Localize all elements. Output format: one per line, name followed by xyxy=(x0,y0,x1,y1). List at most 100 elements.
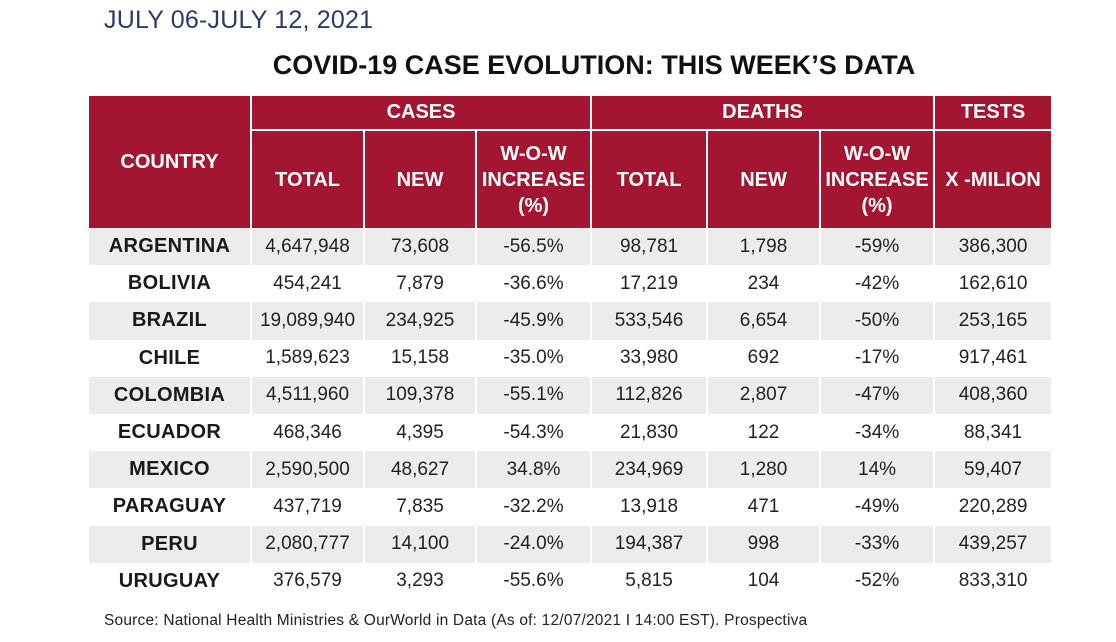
deaths-total: 5,815 xyxy=(591,562,709,600)
header-group-deaths: DEATHS xyxy=(591,96,936,131)
tests-xmil: 917,461 xyxy=(934,339,1052,377)
deaths-new: 998 xyxy=(707,525,822,563)
deaths-new: 6,654 xyxy=(707,302,822,340)
country-name: PARAGUAY xyxy=(89,488,252,526)
deaths-new: 104 xyxy=(707,562,822,600)
header-deaths-new: NEW xyxy=(707,130,822,228)
tests-xmil: 439,257 xyxy=(934,525,1052,563)
header-cases-wow-line2: INCREASE xyxy=(481,168,586,191)
header-deaths-wow-line2: INCREASE xyxy=(825,168,929,191)
cases-new: 15,158 xyxy=(364,339,477,377)
deaths-new: 1,798 xyxy=(707,228,822,266)
deaths-wow: -47% xyxy=(820,376,936,414)
cases-total: 437,719 xyxy=(251,488,365,526)
header-cases-wow: W-O-W INCREASE (%) xyxy=(476,130,593,228)
deaths-wow: -52% xyxy=(820,562,936,600)
cases-total: 468,346 xyxy=(251,413,365,452)
deaths-wow: -42% xyxy=(820,265,936,303)
header-deaths-wow: W-O-W INCREASE (%) xyxy=(820,130,936,228)
header-tests-xmil: X -MILION xyxy=(934,130,1052,228)
cases-total: 19,089,940 xyxy=(251,302,365,340)
country-name: BRAZIL xyxy=(89,302,252,340)
tests-xmil: 59,407 xyxy=(934,451,1052,489)
cases-wow: 34.8% xyxy=(476,451,593,489)
country-name: ECUADOR xyxy=(89,413,252,452)
table-row: URUGUAY 376,579 3,293 -55.6% 5,815 104 -… xyxy=(89,562,1052,600)
header-country: COUNTRY xyxy=(89,96,252,228)
deaths-wow: -17% xyxy=(820,339,936,377)
tests-xmil: 408,360 xyxy=(934,376,1052,414)
deaths-total: 21,830 xyxy=(591,413,709,452)
cases-wow: -55.1% xyxy=(476,376,593,414)
header-deaths-wow-line1: W-O-W xyxy=(843,142,911,165)
deaths-total: 112,826 xyxy=(591,376,709,414)
deaths-new: 1,280 xyxy=(707,451,822,489)
cases-total: 4,511,960 xyxy=(251,376,365,414)
cases-wow: -54.3% xyxy=(476,413,593,452)
covid-data-table: COUNTRY CASES DEATHS TESTS TOTAL NEW W-O… xyxy=(89,96,1052,600)
tests-xmil: 386,300 xyxy=(934,228,1052,266)
country-name: PERU xyxy=(89,525,252,563)
table-row: ECUADOR 468,346 4,395 -54.3% 21,830 122 … xyxy=(89,413,1052,452)
cases-new: 7,879 xyxy=(364,265,477,303)
cases-wow: -55.6% xyxy=(476,562,593,600)
country-name: CHILE xyxy=(89,339,252,377)
deaths-new: 2,807 xyxy=(707,376,822,414)
cases-wow: -24.0% xyxy=(476,525,593,563)
deaths-wow: -33% xyxy=(820,525,936,563)
header-cases-total: TOTAL xyxy=(251,130,365,228)
country-name: COLOMBIA xyxy=(89,376,252,414)
tests-xmil: 220,289 xyxy=(934,488,1052,526)
cases-wow: -32.2% xyxy=(476,488,593,526)
tests-xmil: 162,610 xyxy=(934,265,1052,303)
deaths-wow: -59% xyxy=(820,228,936,266)
cases-wow: -45.9% xyxy=(476,302,593,340)
header-cases-new: NEW xyxy=(364,130,477,228)
deaths-total: 194,387 xyxy=(591,525,709,563)
cases-total: 1,589,623 xyxy=(251,339,365,377)
cases-new: 109,378 xyxy=(364,376,477,414)
cases-total: 2,080,777 xyxy=(251,525,365,563)
table-row: PARAGUAY 437,719 7,835 -32.2% 13,918 471… xyxy=(89,488,1052,526)
cases-total: 454,241 xyxy=(251,265,365,303)
cases-new: 73,608 xyxy=(364,228,477,266)
deaths-new: 122 xyxy=(707,413,822,452)
cases-total: 4,647,948 xyxy=(251,228,365,266)
deaths-wow: -34% xyxy=(820,413,936,452)
country-name: BOLIVIA xyxy=(89,265,252,303)
cases-new: 4,395 xyxy=(364,413,477,452)
table-row: PERU 2,080,777 14,100 -24.0% 194,387 998… xyxy=(89,525,1052,563)
deaths-total: 33,980 xyxy=(591,339,709,377)
cases-total: 376,579 xyxy=(251,562,365,600)
cases-new: 48,627 xyxy=(364,451,477,489)
cases-total: 2,590,500 xyxy=(251,451,365,489)
cases-new: 14,100 xyxy=(364,525,477,563)
table-row: COLOMBIA 4,511,960 109,378 -55.1% 112,82… xyxy=(89,376,1052,414)
deaths-wow: -49% xyxy=(820,488,936,526)
deaths-total: 533,546 xyxy=(591,302,709,340)
deaths-total: 13,918 xyxy=(591,488,709,526)
tests-xmil: 88,341 xyxy=(934,413,1052,452)
header-cases-wow-line1: W-O-W xyxy=(500,142,567,165)
deaths-new: 234 xyxy=(707,265,822,303)
deaths-new: 471 xyxy=(707,488,822,526)
header-deaths-total: TOTAL xyxy=(591,130,709,228)
cases-wow: -56.5% xyxy=(476,228,593,266)
table-row: MEXICO 2,590,500 48,627 34.8% 234,969 1,… xyxy=(89,451,1052,489)
deaths-new: 692 xyxy=(707,339,822,377)
tests-xmil: 833,310 xyxy=(934,562,1052,600)
table-row: BRAZIL 19,089,940 234,925 -45.9% 533,546… xyxy=(89,302,1052,340)
cases-wow: -35.0% xyxy=(476,339,593,377)
source-note: Source: National Health Ministries & Our… xyxy=(104,612,808,629)
header-group-tests: TESTS xyxy=(934,96,1052,131)
deaths-total: 17,219 xyxy=(591,265,709,303)
deaths-total: 234,969 xyxy=(591,451,709,489)
country-name: MEXICO xyxy=(89,451,252,489)
deaths-total: 98,781 xyxy=(591,228,709,266)
cases-new: 7,835 xyxy=(364,488,477,526)
table-row: CHILE 1,589,623 15,158 -35.0% 33,980 692… xyxy=(89,339,1052,377)
table-row: BOLIVIA 454,241 7,879 -36.6% 17,219 234 … xyxy=(89,265,1052,303)
header-cases-wow-line3: (%) xyxy=(517,194,550,217)
cases-wow: -36.6% xyxy=(476,265,593,303)
date-range: JULY 06-JULY 12, 2021 xyxy=(104,6,374,34)
